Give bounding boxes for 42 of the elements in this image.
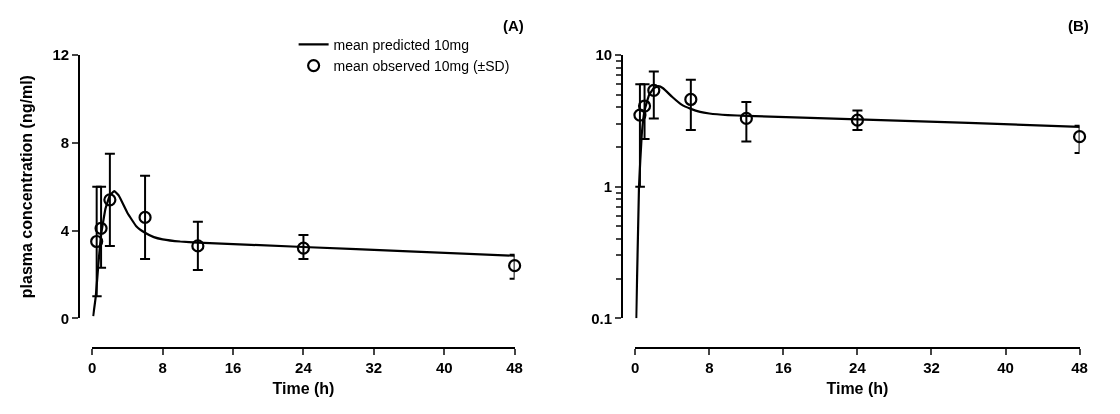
x-tick-label: 24 — [295, 359, 313, 377]
x-tick-label: 24 — [849, 359, 867, 377]
point — [508, 259, 522, 273]
point — [850, 113, 865, 127]
point — [296, 241, 311, 255]
x-tick-label: 8 — [705, 359, 714, 377]
x-tick-label: 0 — [88, 359, 97, 377]
x-tick-label: 48 — [1071, 359, 1088, 377]
x-tick-label: 40 — [435, 359, 453, 377]
point — [684, 92, 698, 107]
y-axis-title: plasma concentration (ng/ml) — [17, 75, 35, 299]
y-tick-label: 10 — [595, 46, 613, 64]
x-tick-label: 32 — [923, 359, 940, 377]
point — [633, 108, 647, 122]
point — [647, 83, 661, 97]
x-axis-title: Time (h) — [272, 379, 335, 397]
y-tick-label: 0 — [60, 309, 70, 327]
x-tick-label: 16 — [224, 359, 242, 377]
legend-label: mean observed 10mg (±SD) — [333, 58, 510, 75]
y-tick-label: 12 — [52, 46, 70, 64]
point — [103, 193, 117, 207]
point — [191, 239, 205, 253]
legend-label: mean predicted 10mg — [333, 36, 470, 53]
x-tick-label: 40 — [997, 359, 1014, 377]
text: (A) — [503, 17, 524, 34]
point — [1072, 130, 1087, 144]
y-tick-label: 0.1 — [591, 309, 613, 327]
x-tick-label: 32 — [365, 359, 383, 377]
point — [138, 210, 152, 224]
point — [90, 234, 104, 249]
x-axis-title: Time (h) — [826, 379, 889, 397]
x-tick-label: 8 — [158, 359, 167, 377]
y-tick-label: 8 — [60, 134, 70, 152]
x-tick-label: 48 — [506, 359, 523, 377]
point — [94, 221, 108, 235]
point — [739, 111, 753, 126]
text: (B) — [1068, 17, 1089, 34]
point — [637, 99, 652, 113]
x-tick-label: 0 — [631, 359, 640, 377]
y-tick-label: 1 — [603, 177, 613, 195]
x-tick-label: 16 — [775, 359, 792, 377]
y-tick-label: 4 — [60, 221, 70, 239]
